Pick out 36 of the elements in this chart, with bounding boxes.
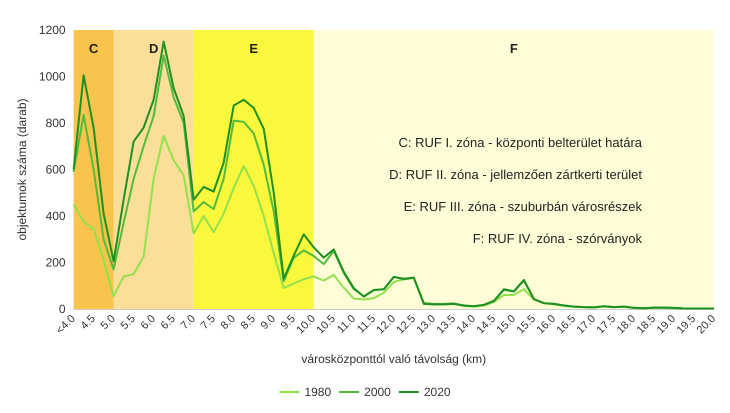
y-tick-label: 600 [46, 162, 66, 176]
x-tick-label: 18.0 [614, 312, 638, 336]
annotation: D: RUF II. zóna - jellemzően zártkerti terület [389, 167, 642, 182]
annotation: E: RUF III. zóna - szuburbán városrészek [404, 199, 642, 214]
x-tick-label: 8.5 [238, 312, 258, 332]
legend-label: 2020 [424, 385, 451, 399]
legend-label: 2000 [364, 385, 392, 399]
y-axis-title: objektumok száma (darab) [15, 98, 29, 241]
x-tick-label: 19.0 [654, 312, 678, 336]
x-tick-label: 7.5 [198, 312, 218, 332]
band-label: F [510, 41, 518, 56]
x-tick-label: 14.0 [454, 312, 478, 336]
x-tick-label: 8.0 [218, 312, 238, 332]
x-tick-label: 6.0 [138, 312, 158, 332]
legend-label: 1980 [304, 385, 332, 399]
band-label: C [88, 41, 99, 56]
x-tick-label: 5.0 [98, 312, 118, 332]
x-axis-title: városközponttól való távolság (km) [301, 352, 486, 366]
x-tick-label: 6.5 [158, 312, 178, 332]
x-tick-label: 9.0 [258, 312, 278, 332]
x-tick-label: 5.5 [118, 312, 138, 332]
band-label: D [148, 41, 158, 56]
x-tick-label: 7.0 [178, 312, 198, 332]
x-tick-label: 17.0 [574, 312, 598, 336]
x-tick-label: 15.0 [494, 312, 518, 336]
band-label: E [249, 41, 258, 56]
x-tick-label: 13.0 [414, 312, 438, 336]
y-tick-label: 1000 [38, 70, 66, 84]
y-tick-label: 1200 [38, 23, 66, 37]
y-tick-label: 200 [46, 256, 66, 270]
annotation: C: RUF I. zóna - központi belterület határa [398, 135, 643, 150]
y-tick-label: 800 [46, 116, 66, 130]
x-tick-label: 4.5 [78, 312, 98, 332]
annotation: F: RUF IV. zóna - szórványok [472, 231, 642, 246]
y-tick-label: 400 [46, 209, 66, 223]
x-tick-label: 16.0 [534, 312, 558, 336]
